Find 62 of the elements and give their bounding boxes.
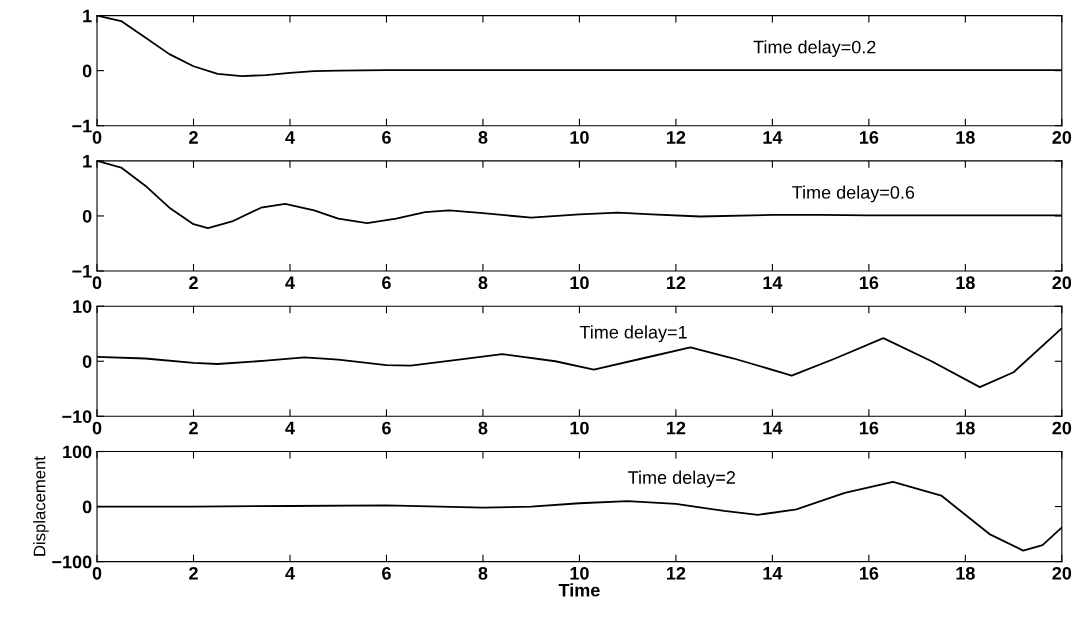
x-tick-label: 12 [667,276,686,289]
x-tick-label: 16 [859,566,879,580]
x-tick-label: 12 [667,421,686,435]
x-tick-label: 18 [956,276,975,290]
x-tick-label: 16 [859,131,879,144]
y-tick-label: −1 [72,265,92,278]
x-tick-label: 2 [189,131,198,144]
x-tick-label: 2 [189,276,198,289]
x-tick-label: 6 [382,421,391,435]
x-tick-label: 0 [92,276,102,290]
x-tick-label: 4 [285,276,295,289]
annotation: Time delay=1 [579,325,687,343]
y-tick-label: 1 [83,155,92,168]
y-tick-label: 10 [73,300,92,313]
x-tick-label: 16 [859,421,879,435]
y-tick-label: 0 [82,500,92,514]
y-tick-label: 0 [82,209,92,223]
x-tick-label: 0 [92,566,102,580]
annotation: Time delay=2 [628,470,735,488]
x-tick-label: 18 [956,566,975,580]
x-tick-label: 10 [570,566,589,580]
x-tick-label: 4 [285,131,295,144]
x-tick-label: 0 [92,421,102,435]
x-tick-label: 4 [285,567,295,580]
y-tick-label: 1 [83,9,92,23]
x-tick-label: 20 [1052,276,1072,290]
x-tick-label: 2 [189,421,198,435]
x-tick-label: 12 [667,131,686,144]
x-tick-label: 12 [667,566,686,580]
x-tick-label: 20 [1052,131,1072,144]
x-tick-label: 18 [956,421,975,435]
x-tick-label: 14 [763,276,783,289]
x-tick-label: 4 [285,421,295,435]
x-tick-label: 2 [189,566,198,580]
y-tick-label: −100 [52,555,92,569]
x-tick-label: 10 [570,421,589,435]
x-tick-label: 18 [956,131,975,144]
x-tick-label: 20 [1052,421,1072,435]
x-tick-label: 16 [859,276,879,290]
x-tick-label: 8 [478,566,488,580]
x-axis-title: Time [558,583,600,597]
annotation: Time delay=0.2 [753,40,876,58]
y-tick-label: 0 [82,355,92,368]
x-tick-label: 0 [92,131,102,144]
x-tick-label: 10 [570,276,589,290]
x-tick-label: 6 [382,276,391,290]
y-axis-title: Displacement [33,456,49,556]
x-tick-label: 8 [478,421,488,435]
x-tick-label: 6 [382,131,391,144]
x-tick-label: 20 [1052,566,1072,580]
x-tick-label: 8 [478,276,488,290]
x-tick-label: 8 [478,131,488,144]
y-tick-label: −10 [62,410,92,424]
x-tick-label: 10 [570,131,589,144]
x-tick-label: 6 [382,566,391,580]
y-tick-label: −1 [72,119,92,133]
x-tick-label: 14 [763,421,783,435]
x-tick-label: 14 [763,131,783,144]
x-tick-label: 14 [763,567,783,580]
annotation: Time delay=0.6 [792,185,915,203]
y-tick-label: 0 [82,64,92,78]
y-tick-label: 100 [63,445,92,459]
